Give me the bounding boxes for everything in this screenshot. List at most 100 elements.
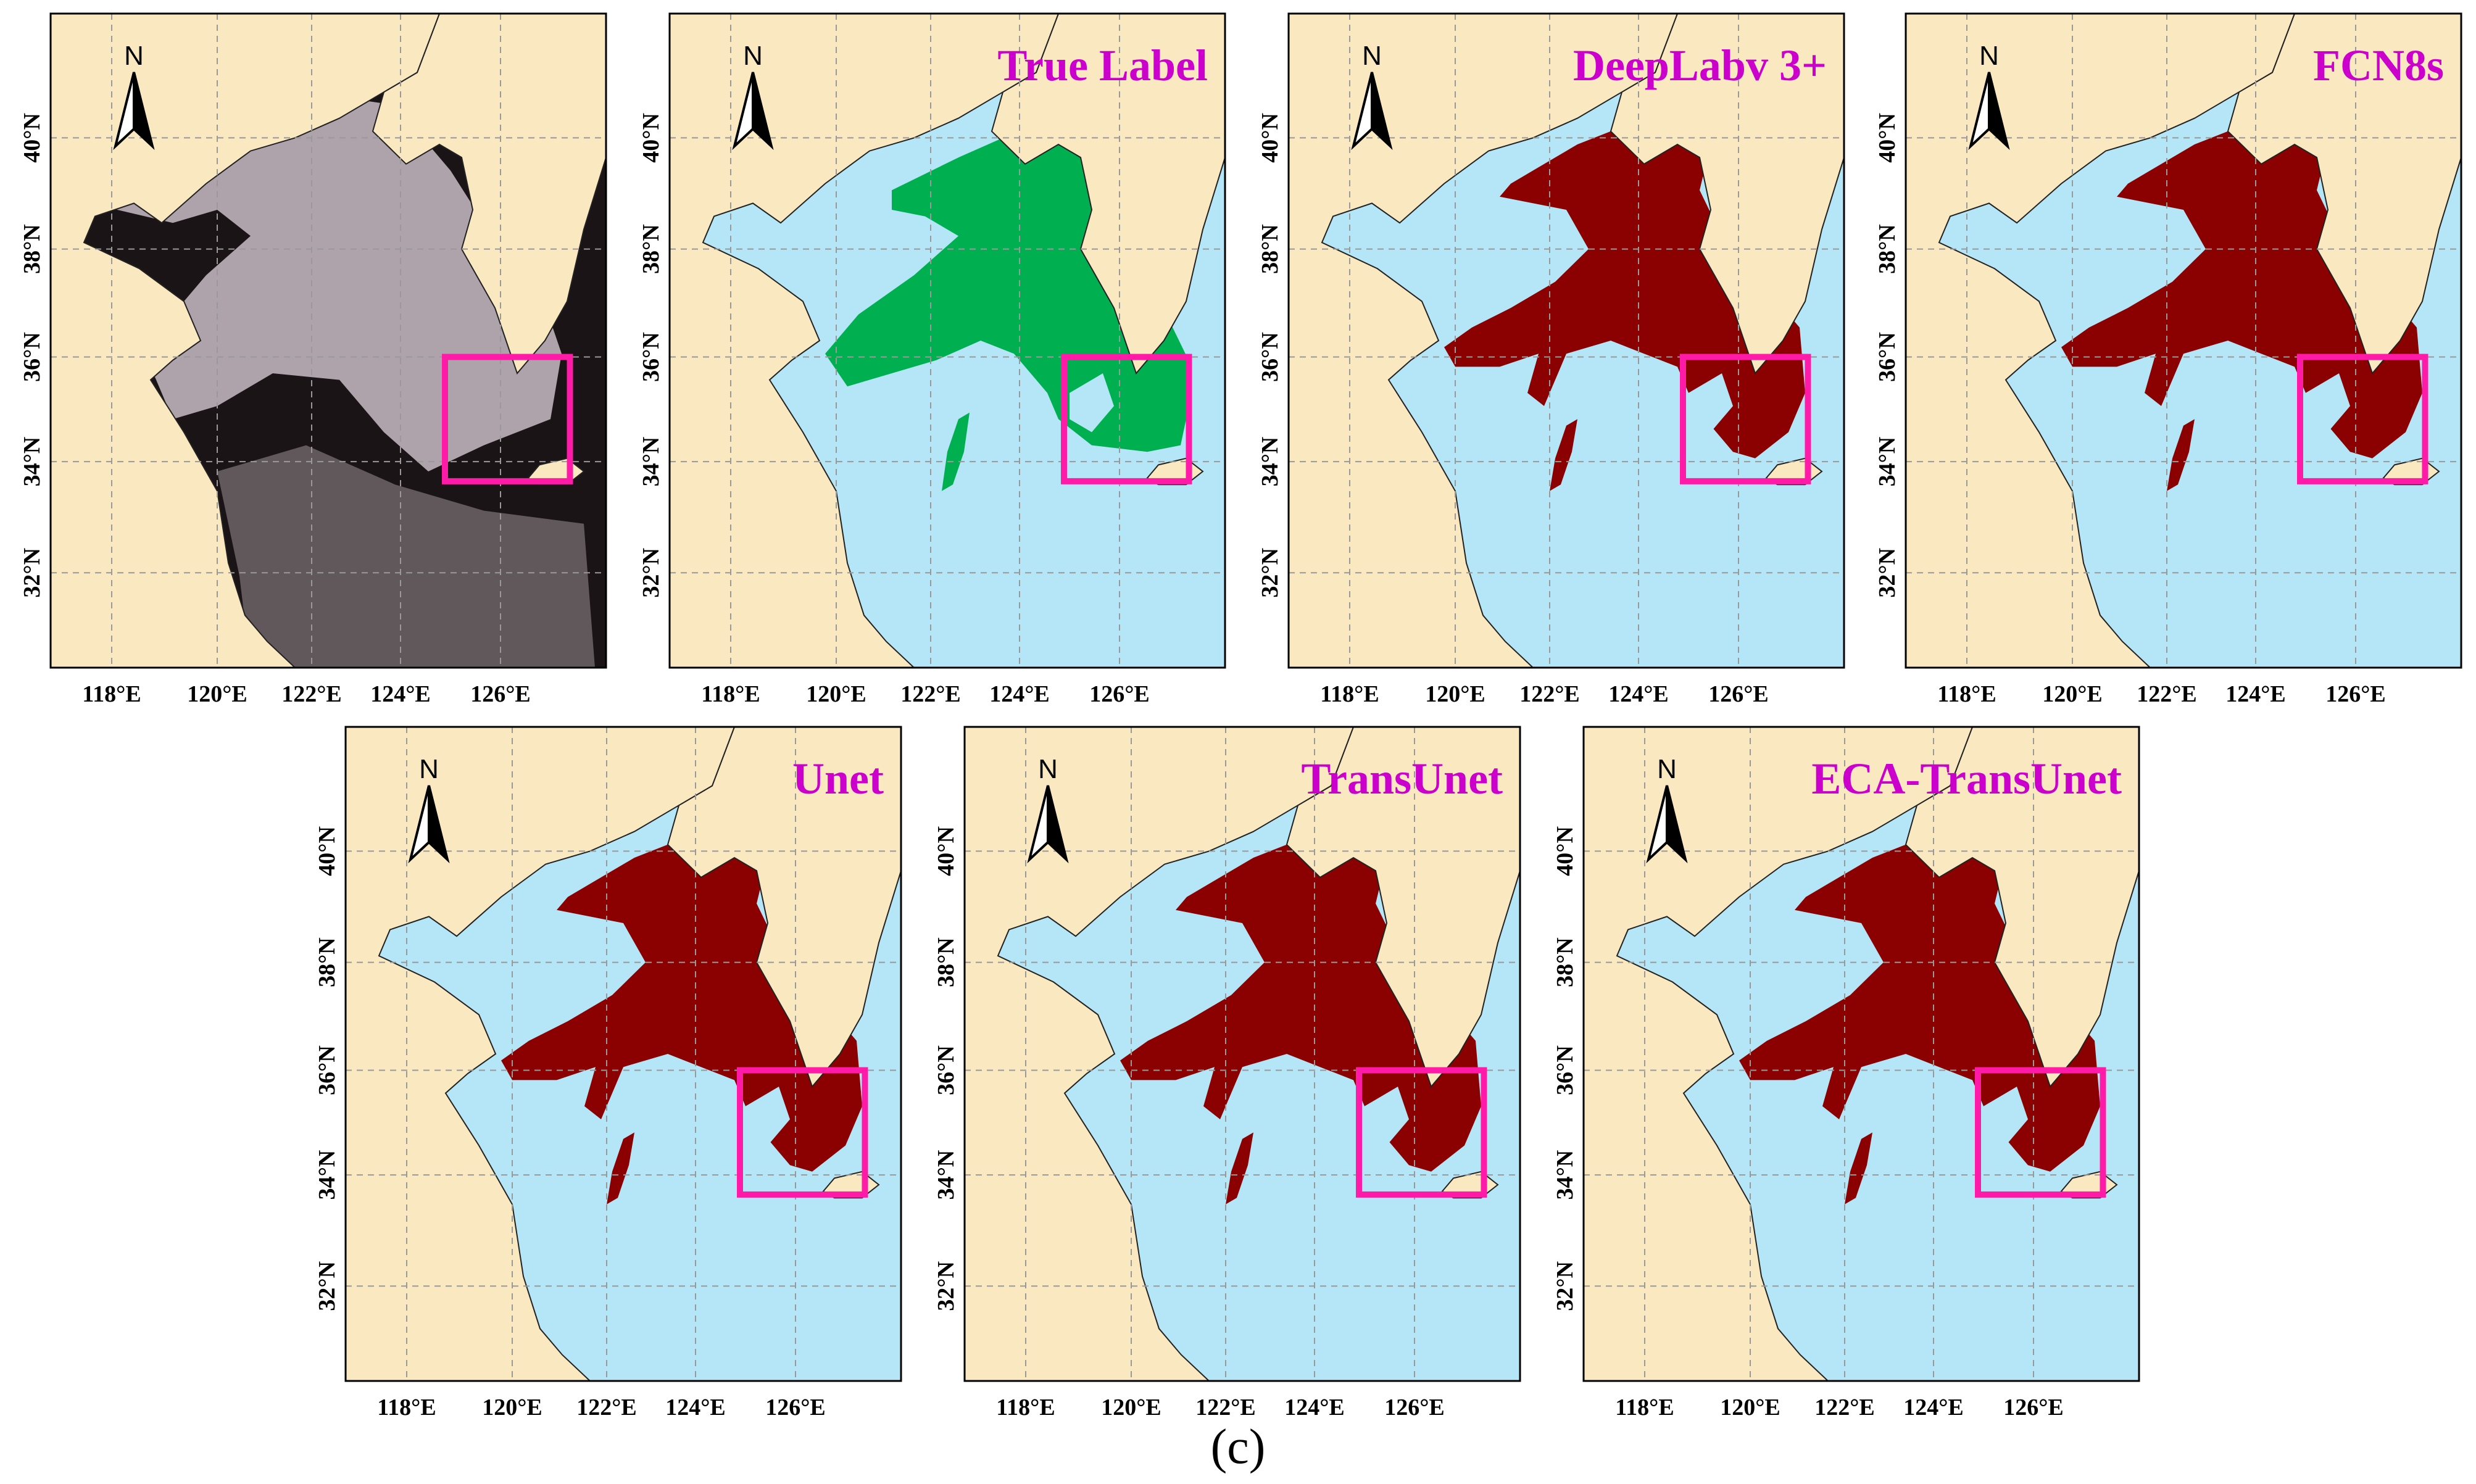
longitude-label: 122°E	[1195, 1395, 1256, 1420]
map-panel-true-label: 40°N 38°N 36°N 34°N 32°N 118°E 120°E 122°E 124°E…	[638, 12, 1226, 707]
longitude-label: 122°E	[900, 681, 961, 707]
longitude-label: 120°E	[2042, 681, 2103, 707]
map-panel-unet: 40°N 38°N 36°N 34°N 32°N 118°E 120°E 122°E 124°E…	[314, 726, 902, 1420]
map-panel-fcn8s: 40°N 38°N 36°N 34°N 32°N 118°E 120°E 122°E 124°E…	[1874, 12, 2462, 707]
highlight-box	[737, 1067, 868, 1198]
map-panel-deeplabv3: 40°N 38°N 36°N 34°N 32°N 118°E 120°E 122°E 124°E…	[1257, 12, 1845, 707]
longitude-label: 122°E	[281, 681, 342, 707]
latitude-label: 32°N	[314, 1261, 340, 1311]
panel-title-transunet: TransUnet	[1301, 754, 1503, 803]
highlight-box	[1356, 1067, 1487, 1198]
longitude-label: 118°E	[1937, 681, 1996, 707]
panel-title-eca-transunet: ECA-TransUnet	[1811, 754, 2122, 803]
latitude-label: 40°N	[1257, 113, 1283, 163]
longitude-label: 124°E	[370, 681, 431, 707]
latitude-label: 34°N	[1874, 437, 1900, 487]
true-label-streak	[942, 412, 970, 491]
north-arrow-icon	[1968, 72, 2010, 151]
latitude-label: 32°N	[1552, 1261, 1578, 1311]
north-label: N	[1657, 754, 1677, 784]
panel-title-deeplabv3: DeepLabv 3+	[1573, 41, 1827, 90]
longitude-label: 118°E	[82, 681, 141, 707]
longitude-label: 118°E	[996, 1395, 1055, 1420]
land-west	[1583, 726, 1974, 1382]
north-label: N	[1038, 754, 1058, 784]
longitude-label: 126°E	[765, 1395, 826, 1420]
longitude-label: 120°E	[1101, 1395, 1161, 1420]
latitude-label: 38°N	[19, 224, 45, 274]
map-frame	[1582, 726, 2140, 1382]
longitude-label: 120°E	[482, 1395, 542, 1420]
latitude-label: 36°N	[1874, 332, 1900, 382]
longitude-label: 120°E	[806, 681, 866, 707]
latitude-label: 40°N	[933, 826, 959, 876]
latitude-label: 32°N	[1874, 548, 1900, 598]
longitude-label: 122°E	[2137, 681, 2197, 707]
longitude-label: 122°E	[1519, 681, 1580, 707]
prediction-streak	[1550, 419, 1577, 491]
highlight-box	[1680, 354, 1811, 484]
longitude-label: 124°E	[2225, 681, 2286, 707]
sea-gap	[1070, 373, 1114, 433]
latitude-label: 36°N	[638, 332, 664, 382]
north-arrow-icon	[1027, 785, 1069, 864]
figure-caption: (c)	[1210, 1420, 1266, 1474]
longitude-label: 120°E	[187, 681, 247, 707]
longitude-label: 126°E	[1708, 681, 1769, 707]
highlight-box	[442, 354, 573, 484]
latitude-label: 36°N	[1552, 1045, 1578, 1095]
prediction-area	[1120, 831, 1481, 1172]
panel-title-unet: Unet	[792, 754, 884, 803]
sea-gap	[746, 1087, 790, 1146]
sea-gap	[1365, 1087, 1409, 1146]
prediction-streak	[1845, 1132, 1872, 1204]
latitude-label: 34°N	[638, 437, 664, 487]
north-label: N	[1979, 41, 1999, 71]
longitude-label: 126°E	[1089, 681, 1150, 707]
latitude-label: 32°N	[19, 548, 45, 598]
latitude-label: 32°N	[1257, 548, 1283, 598]
longitude-label: 126°E	[2003, 1395, 2064, 1420]
north-label: N	[124, 41, 144, 71]
latitude-label: 36°N	[314, 1045, 340, 1095]
prediction-area	[2061, 118, 2422, 458]
longitude-label: 122°E	[1814, 1395, 1875, 1420]
latitude-label: 40°N	[1552, 826, 1578, 876]
longitude-label: 124°E	[989, 681, 1050, 707]
map-panel-transunet: 40°N 38°N 36°N 34°N 32°N 118°E 120°E 122°E 124°E…	[933, 726, 1521, 1420]
longitude-label: 124°E	[1903, 1395, 1964, 1420]
latitude-label: 38°N	[1257, 224, 1283, 274]
prediction-area	[501, 831, 862, 1172]
map-frame	[963, 726, 1521, 1382]
longitude-label: 120°E	[1720, 1395, 1780, 1420]
north-arrow-icon	[408, 785, 450, 864]
map-panel-satellite: 40°N 38°N 36°N 34°N 32°N 118°E 120°E 122°E 124°E…	[19, 12, 607, 707]
latitude-label: 40°N	[19, 113, 45, 163]
land-west	[1288, 13, 1679, 668]
north-label: N	[419, 754, 439, 784]
panel-title-true-label: True Label	[997, 41, 1208, 90]
north-label: N	[1362, 41, 1382, 71]
highlight-box	[1061, 354, 1192, 484]
north-arrow-icon	[113, 72, 155, 151]
land-west	[345, 726, 736, 1382]
latitude-label: 38°N	[638, 224, 664, 274]
north-label: N	[743, 41, 763, 71]
longitude-label: 126°E	[1384, 1395, 1445, 1420]
prediction-streak	[1226, 1132, 1253, 1204]
latitude-label: 38°N	[1552, 937, 1578, 987]
longitude-label: 124°E	[665, 1395, 726, 1420]
latitude-label: 38°N	[314, 937, 340, 987]
longitude-label: 124°E	[1608, 681, 1669, 707]
true-label-area	[825, 138, 1192, 452]
sea-gap	[2306, 373, 2350, 433]
longitude-label: 122°E	[576, 1395, 637, 1420]
latitude-label: 36°N	[19, 332, 45, 382]
prediction-area	[1739, 831, 2100, 1172]
prediction-streak	[2167, 419, 2195, 491]
sea-gap	[1984, 1087, 2028, 1146]
north-arrow-icon	[1351, 72, 1393, 151]
north-arrow-icon	[1646, 785, 1688, 864]
latitude-label: 32°N	[933, 1261, 959, 1311]
sea-gap	[1689, 373, 1733, 433]
